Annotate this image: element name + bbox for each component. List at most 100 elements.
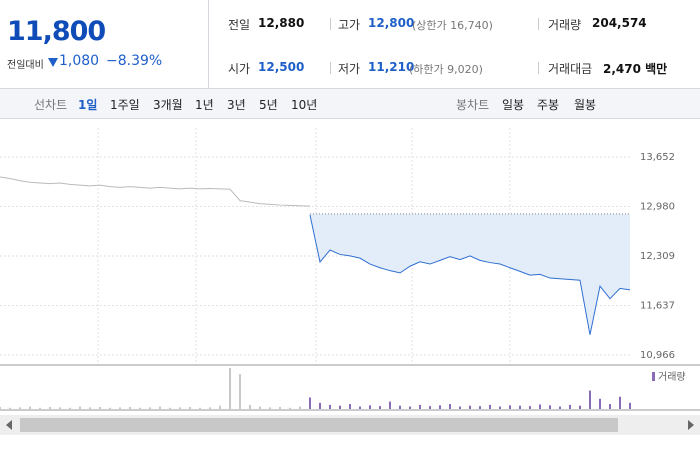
- volume-bar: [359, 406, 361, 409]
- scroll-thumb[interactable]: [20, 418, 618, 432]
- tab-bar: 선차트 봉차트 1일 1주일 3개월 1년 3년 5년 10년 일봉 주봉 월봉: [0, 89, 700, 119]
- volume-bar: [379, 406, 381, 409]
- volume-bar: [569, 404, 571, 409]
- stat-value: 2,470 백만: [603, 62, 668, 76]
- volume-bar: [429, 406, 431, 409]
- volume-bar: [449, 404, 451, 409]
- y-tick-label: 12,980: [640, 202, 675, 213]
- volume-bar: [159, 406, 161, 409]
- volume-bar: [179, 407, 181, 409]
- scrollbar[interactable]: [0, 415, 700, 435]
- volume-bar: [49, 406, 51, 409]
- y-tick-label: 11,637: [640, 301, 675, 312]
- stat-label: 거래량: [548, 18, 582, 32]
- tab-group-label: 선차트: [34, 98, 68, 112]
- volume-bar: [319, 402, 321, 409]
- volume-bar: [199, 407, 201, 409]
- volume-bar: [619, 396, 621, 409]
- tab[interactable]: 10년: [291, 98, 318, 112]
- tab[interactable]: 5년: [259, 98, 278, 112]
- volume-bar: [309, 397, 311, 409]
- chart: 13,652 12,980 12,309 11,637 10,966 거래량: [0, 128, 700, 411]
- change-value: 1,080: [59, 53, 100, 69]
- y-tick-label: 12,309: [640, 251, 675, 262]
- volume-bar: [169, 407, 171, 409]
- volume-bar: [29, 406, 31, 409]
- volume-bar: [629, 402, 631, 409]
- volume-bar: [599, 398, 601, 409]
- volume-bar: [209, 407, 211, 409]
- volume-bar: [9, 407, 11, 409]
- stat-label: 시가: [228, 62, 251, 76]
- volume-bar: [239, 374, 241, 409]
- stat-note: (하한가 9,020): [409, 63, 483, 76]
- stat-note: (상한가 16,740): [412, 19, 493, 32]
- tab[interactable]: 일봉: [502, 98, 525, 112]
- volume-bar: [0, 406, 1, 409]
- volume-bar: [69, 407, 71, 409]
- volume-bar: [519, 405, 521, 409]
- volume-bar: [79, 406, 81, 409]
- volume-bar: [579, 405, 581, 409]
- stat-value: 204,574: [592, 16, 647, 30]
- stat-label: 거래대금: [548, 62, 593, 76]
- stat-label: 전일: [228, 18, 251, 32]
- volume-bar: [339, 405, 341, 409]
- price-box: 11,800 전일대비 1,080 −8.39%: [0, 0, 209, 88]
- tab[interactable]: 1일: [78, 98, 98, 112]
- volume-bar: [89, 407, 91, 409]
- volume-bar: [389, 401, 391, 409]
- price-line: [309, 214, 631, 335]
- volume-bar: [369, 405, 371, 409]
- volume-bar: [499, 406, 501, 409]
- tab[interactable]: 1주일: [110, 98, 140, 112]
- volume-bar: [609, 404, 611, 409]
- volume-bar: [459, 406, 461, 409]
- volume-bar: [539, 404, 541, 409]
- legend-label: 거래량: [658, 371, 686, 383]
- price-line: [0, 176, 311, 207]
- stat-label: 고가: [338, 18, 361, 32]
- stat-label: 저가: [338, 62, 361, 76]
- stat-value: 12,500: [258, 60, 305, 74]
- tab[interactable]: 1년: [195, 98, 214, 112]
- volume-bar: [529, 406, 531, 409]
- area-fill: [310, 213, 630, 335]
- legend-swatch: [652, 372, 655, 381]
- y-tick-label: 10,966: [640, 350, 675, 361]
- volume-bar: [219, 405, 221, 409]
- volume-bar: [559, 406, 561, 409]
- volume-bar: [549, 405, 551, 409]
- volume-bar: [299, 406, 301, 409]
- volume-bar: [509, 405, 511, 409]
- y-tick-label: 13,652: [640, 152, 675, 163]
- tab[interactable]: 주봉: [537, 98, 560, 112]
- tab[interactable]: 3개월: [153, 98, 183, 112]
- volume-bar: [99, 406, 101, 409]
- stat-value: 11,210: [368, 60, 415, 74]
- volume-bar: [479, 406, 481, 409]
- volume-bar: [229, 368, 231, 409]
- change-label: 전일대비: [7, 60, 44, 71]
- volume-bar: [249, 404, 251, 409]
- volume-bar: [439, 405, 441, 409]
- volume-bar: [59, 407, 61, 409]
- volume-bar: [129, 406, 131, 409]
- volume-bar: [189, 406, 191, 409]
- volume-bar: [279, 406, 281, 409]
- stat-value: 12,880: [258, 16, 305, 30]
- tab[interactable]: 3년: [227, 98, 246, 112]
- volume-bar: [39, 407, 41, 409]
- volume-bar: [489, 404, 491, 409]
- down-icon: [48, 58, 58, 67]
- volume-bar: [399, 405, 401, 409]
- volume-bar: [119, 407, 121, 409]
- volume-bar: [149, 407, 151, 409]
- change-rate: −8.39%: [106, 53, 163, 69]
- volume-bar: [269, 407, 271, 409]
- volume-bar: [589, 390, 591, 409]
- volume-bar: [469, 405, 471, 409]
- tab[interactable]: 월봉: [574, 98, 597, 112]
- volume-bar: [109, 407, 111, 409]
